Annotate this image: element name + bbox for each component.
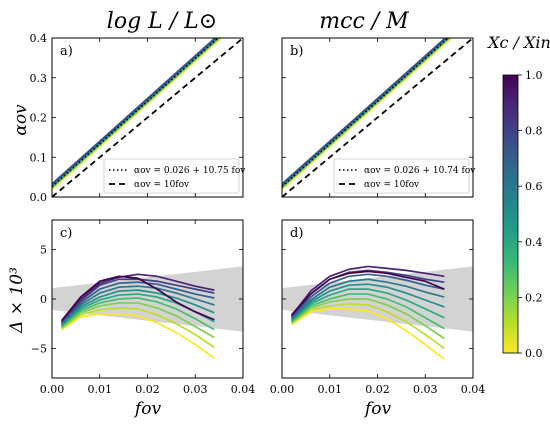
xc-track-line — [282, 38, 453, 190]
x-tick-label: 0.02 — [135, 383, 160, 396]
series-line — [291, 298, 445, 340]
series-line — [291, 293, 445, 330]
series-line — [290, 273, 445, 319]
y-tick-label: 0.0 — [30, 191, 48, 204]
series-line — [60, 278, 215, 323]
xc-track-line — [52, 38, 223, 190]
plot-area — [282, 38, 473, 197]
series-line — [60, 285, 215, 325]
colorbar-scale — [502, 74, 519, 354]
series-line — [290, 265, 445, 317]
panel-c: 0.00 0.01 0.02 0.03 0.04 −5 0 5 c) — [31, 219, 256, 396]
x-tick-label: 0.03 — [413, 383, 438, 396]
panel-label: c) — [60, 226, 72, 241]
x-tick-label: 0.00 — [270, 383, 295, 396]
series-line — [290, 283, 445, 321]
series-line — [290, 278, 445, 320]
series-line — [61, 307, 215, 349]
colorbar-tick-label: 0.6 — [525, 180, 543, 193]
panel-label: d) — [290, 226, 303, 241]
panel-a: αov = 0.026 + 10.75 fov αov = 10fov 0.0 0.1… — [30, 32, 247, 204]
series-line — [61, 302, 215, 339]
reference-line — [52, 38, 243, 197]
colorbar-tick-label: 0.4 — [525, 236, 543, 249]
legend-fit-label: αov = 0.026 + 10.74 fov — [364, 166, 476, 176]
x-tick-label: 0.04 — [231, 383, 256, 396]
y-tick-label: 0.3 — [30, 72, 48, 85]
colorbar-tick-label: 0.0 — [525, 347, 543, 360]
x-tick-label: 0.00 — [40, 383, 65, 396]
reference-line — [282, 38, 473, 197]
legend-reference-label: αov = 10fov — [134, 180, 190, 190]
fit-line — [282, 38, 450, 188]
x-tick-label: 0.01 — [88, 383, 113, 396]
uncertainty-band — [52, 266, 243, 332]
series-line — [60, 275, 215, 322]
panel-d: 0.00 0.01 0.02 0.03 0.04 d) — [270, 219, 486, 396]
series-line — [60, 273, 215, 322]
legend-fit-label: αov = 0.026 + 10.75 fov — [134, 166, 246, 176]
series-line — [291, 308, 445, 360]
fit-line — [52, 38, 220, 188]
y-tick-label: −5 — [31, 342, 47, 355]
series-line — [290, 270, 445, 316]
y-tick-label: 5 — [40, 244, 47, 257]
title-panel-right: mcc / M — [319, 9, 409, 34]
uncertainty-band — [282, 266, 473, 332]
series-line — [60, 289, 215, 326]
legend-reference-label: αov = 10fov — [364, 180, 420, 190]
series-line — [291, 303, 445, 350]
ylabel-alpha: αov — [11, 104, 31, 136]
x-tick-label: 0.03 — [183, 383, 208, 396]
series-line — [61, 312, 215, 359]
panel-label: b) — [290, 44, 303, 59]
xc-track-line — [282, 38, 448, 186]
y-tick-label: 0.1 — [30, 151, 48, 164]
x-tick-label: 0.01 — [318, 383, 343, 396]
colorbar-label: Xc / Xini — [486, 33, 550, 52]
panel-label: a) — [60, 44, 73, 59]
y-tick-label: 0 — [40, 293, 47, 306]
y-tick-label: 0.4 — [30, 32, 48, 45]
legend-box — [333, 158, 470, 194]
plot-area — [282, 265, 473, 360]
ylabel-delta: Δ × 10³ — [7, 267, 27, 334]
x-tick-label: 0.02 — [365, 383, 390, 396]
x-tick-label: 0.04 — [461, 383, 486, 396]
colorbar-tick-label: 0.2 — [525, 291, 543, 304]
series-line — [61, 297, 215, 331]
title-panel-left: log L / L⊙ — [107, 9, 217, 34]
xlabel-left: fov — [133, 399, 162, 419]
legend-box — [103, 158, 240, 194]
plot-area — [52, 266, 243, 359]
series-line — [60, 281, 215, 324]
colorbar: Xc / Xini 0.0 0.2 0.4 0.6 0.8 1.0 — [486, 33, 550, 360]
colorbar-tick-label: 0.8 — [525, 125, 543, 138]
colorbar-tick-label: 1.0 — [525, 69, 543, 82]
plot-area — [52, 38, 243, 197]
y-tick-label: 0.2 — [30, 112, 48, 125]
series-line — [290, 288, 445, 322]
xlabel-right: fov — [363, 399, 392, 419]
xc-track-line — [52, 38, 218, 186]
panel-b: αov = 0.026 + 10.74 fov αov = 10fov b) — [281, 37, 476, 198]
